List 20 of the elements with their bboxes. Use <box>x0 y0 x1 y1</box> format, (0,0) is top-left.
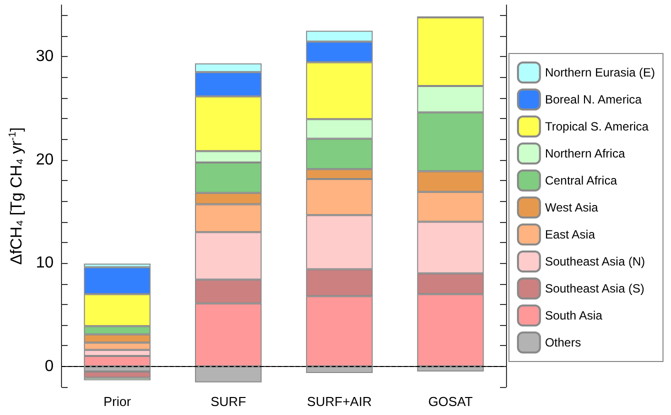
legend-label: Northern Eurasia (E) <box>544 66 656 80</box>
legend-label: East Asia <box>544 228 596 242</box>
x-tick-label: GOSAT <box>428 394 473 409</box>
x-tick-label: Prior <box>104 394 132 409</box>
x-tick-label: SURF <box>210 394 246 409</box>
legend-label: South Asia <box>544 308 603 322</box>
y-tick-label: 20 <box>36 151 54 168</box>
y-tick-label: 10 <box>36 254 54 272</box>
legend-label: Central Africa <box>544 174 618 188</box>
y-tick-label: 30 <box>36 48 54 66</box>
legend-label: Boreal N. America <box>544 92 642 106</box>
y-axis-title: ΔfCH₄ [Tg CH₄ yr-1] <box>8 127 26 265</box>
y-tick-label: 0 <box>44 358 54 375</box>
legend-label: Tropical S. America <box>544 120 649 134</box>
legend-label: Others <box>544 336 581 350</box>
legend-label: Northern Africa <box>544 146 626 160</box>
x-tick-label: SURF+AIR <box>307 394 372 409</box>
legend-label: Southeast Asia (S) <box>544 282 644 296</box>
legend-label: West Asia <box>544 200 598 214</box>
legend-label: Southeast Asia (N) <box>544 254 646 268</box>
